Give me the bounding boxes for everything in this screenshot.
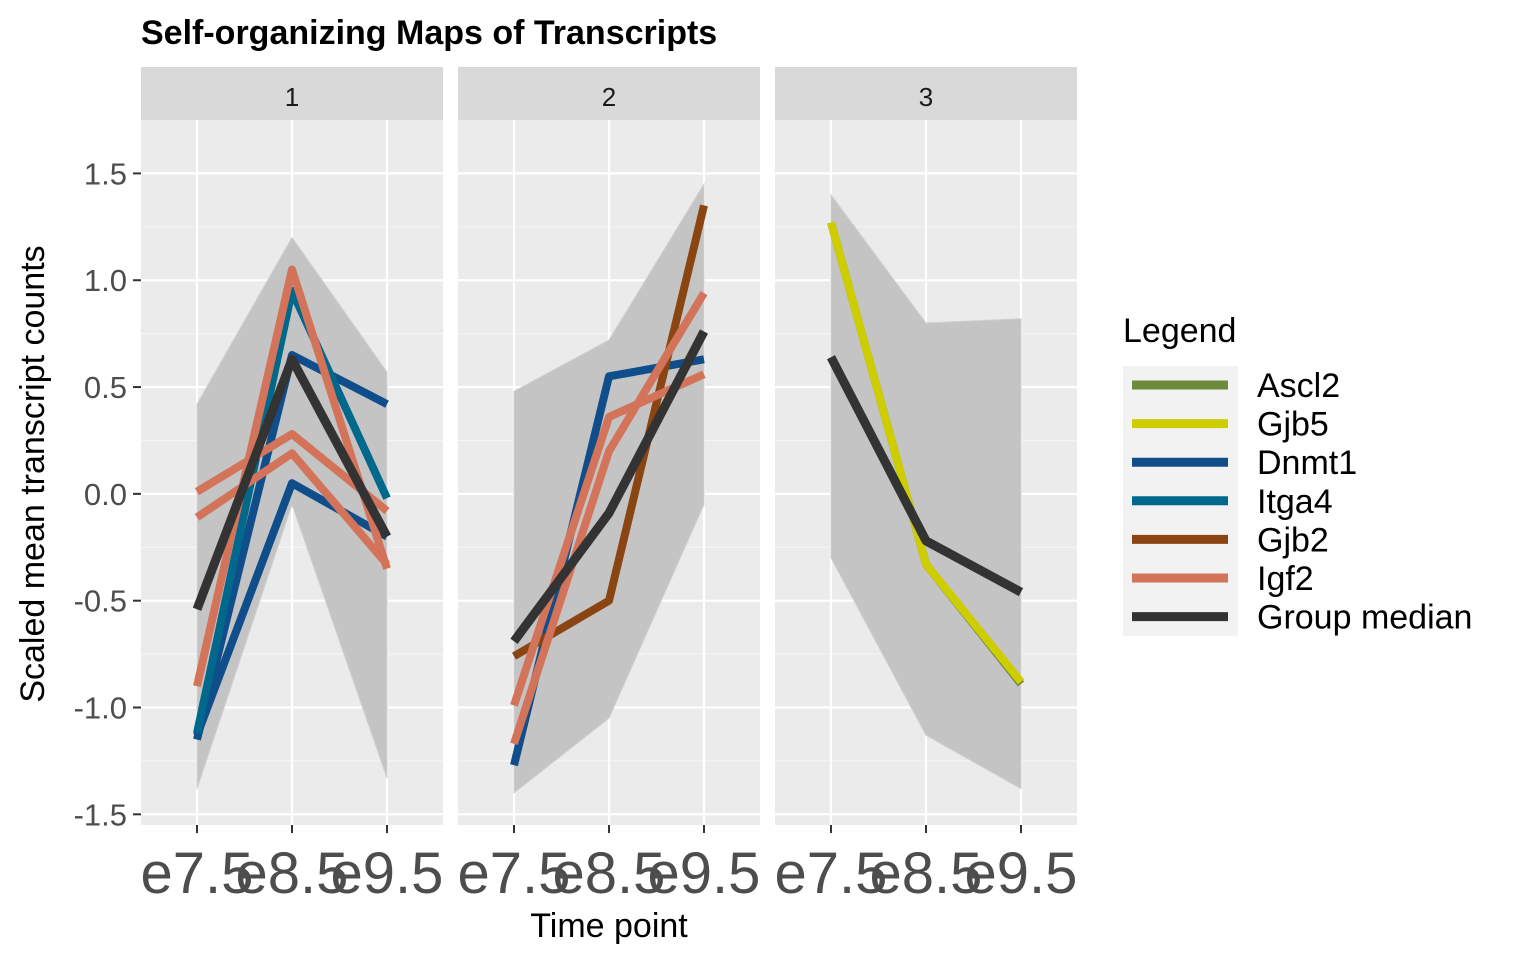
series-line-group-median	[827, 355, 1024, 597]
series-line-igf2	[194, 449, 391, 567]
series-line-gjb5	[827, 221, 1025, 685]
y-tick-label: 1.5	[84, 156, 127, 191]
legend-entry-label: Igf2	[1257, 560, 1314, 598]
y-tick-label: -1.5	[74, 797, 127, 832]
series-line-itga4	[193, 286, 391, 734]
x-tick-label: e9.5	[648, 841, 761, 906]
series-line-group-median	[510, 329, 708, 644]
x-tick-label: e7.5	[775, 841, 888, 906]
facet-strip	[141, 67, 443, 120]
y-tick-label: 1.0	[84, 263, 127, 298]
y-axis-label: Scaled mean transcript counts	[14, 245, 52, 702]
legend-entry-label: Gjb2	[1257, 521, 1329, 559]
transcript-envelope	[513, 182, 705, 794]
y-axis: -1.5 -1.0 -0.5 0.0 0.5 1.0 1.5	[74, 156, 141, 832]
y-tick-label: -0.5	[74, 584, 127, 619]
x-tick-label: e7.5	[458, 841, 571, 906]
y-tick-label: 0.5	[84, 370, 127, 405]
legend-entry-label: Dnmt1	[1257, 444, 1357, 482]
facet-panel-1: 1 e7.5e8.5e9.5	[141, 67, 444, 906]
y-tick-label: 0.0	[84, 477, 127, 512]
facet-panel-3: 3 e7.5e8.5e9.5	[775, 67, 1078, 906]
x-tick-label: e7.5	[141, 841, 254, 906]
facet-panel-2: 2 e7.5e8.5e9.5	[458, 67, 761, 906]
legend: Legend Ascl2Gjb5Dnmt1Itga4Gjb2Igf2Group …	[1123, 312, 1472, 637]
legend-entry-label: Itga4	[1257, 483, 1333, 521]
series-line-dnmt1	[193, 479, 389, 737]
x-tick-label: e8.5	[553, 841, 666, 906]
legend-entry-label: Gjb5	[1257, 406, 1329, 444]
y-tick-label: -1.0	[74, 691, 127, 726]
legend-entry-label: Ascl2	[1257, 367, 1340, 405]
facet-strip-label: 3	[919, 82, 933, 112]
x-tick-label: e8.5	[870, 841, 983, 906]
x-axis-label: Time point	[530, 907, 688, 945]
x-tick-label: e8.5	[236, 841, 349, 906]
x-tick-label: e9.5	[965, 841, 1078, 906]
series-line-igf2	[510, 290, 708, 746]
legend-entry-label: Group median	[1257, 599, 1472, 637]
x-tick-label: e9.5	[331, 841, 444, 906]
facet-strip-label: 2	[602, 82, 616, 112]
legend-title: Legend	[1123, 312, 1236, 350]
chart-title: Self-organizing Maps of Transcripts	[141, 14, 717, 52]
facet-strip	[458, 67, 760, 120]
facet-strip	[775, 67, 1077, 120]
transcript-envelope	[830, 193, 1022, 790]
series-line-group-median	[192, 354, 391, 611]
facet-strip-label: 1	[285, 82, 299, 112]
